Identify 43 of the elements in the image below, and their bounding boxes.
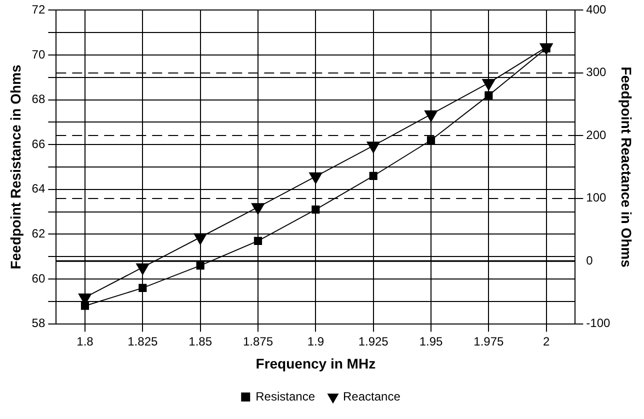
point <box>424 110 438 122</box>
point <box>482 78 496 90</box>
point <box>254 236 262 245</box>
x-tick-label: 2 <box>543 334 550 348</box>
y2-tick-label: 400 <box>586 2 607 17</box>
y2-tick-label: -100 <box>586 316 611 330</box>
y2-axis-title: Feedpoint Reactance in Ohms <box>618 66 635 268</box>
x-axis-title: Frequency in MHz <box>256 355 376 372</box>
y-axis-title: Feedpoint Resistance in Ohms <box>7 64 24 270</box>
point <box>366 142 380 154</box>
point <box>196 262 204 270</box>
x-tick-label: 1.925 <box>358 334 389 348</box>
y2-tick-label: 200 <box>586 128 607 142</box>
legend-label: Resistance <box>256 389 316 404</box>
y2-tick-label: 0 <box>586 253 594 268</box>
point <box>484 91 493 100</box>
point <box>312 206 320 214</box>
x-tick-label: 1.8 <box>76 334 94 348</box>
legend-label: Reactance <box>342 389 401 404</box>
x-tick-label: 1.9 <box>307 334 324 348</box>
x-tick-label: 1.825 <box>128 334 158 348</box>
point <box>138 284 147 292</box>
y-tick-label: 58 <box>32 316 46 330</box>
y-tick-label: 66 <box>32 136 46 151</box>
point <box>251 203 265 215</box>
y2-tick-label: 100 <box>586 190 607 205</box>
point <box>426 136 436 144</box>
point <box>80 302 90 310</box>
y-tick-label: 68 <box>32 92 46 106</box>
y-tick-label: 62 <box>32 226 46 241</box>
y-tick-label: 72 <box>32 2 46 17</box>
x-tick-label: 1.95 <box>419 334 444 348</box>
x-tick-label: 1.975 <box>474 334 504 348</box>
y-tick-label: 64 <box>32 182 46 196</box>
point <box>136 263 150 275</box>
y-tick-label: 60 <box>32 271 46 286</box>
x-tick-label: 1.85 <box>188 334 212 348</box>
point <box>194 233 207 245</box>
point <box>369 172 378 180</box>
y2-tick-label: 300 <box>586 65 607 80</box>
point <box>309 172 322 184</box>
x-tick-label: 1.875 <box>242 334 274 348</box>
y-tick-label: 70 <box>32 47 46 62</box>
